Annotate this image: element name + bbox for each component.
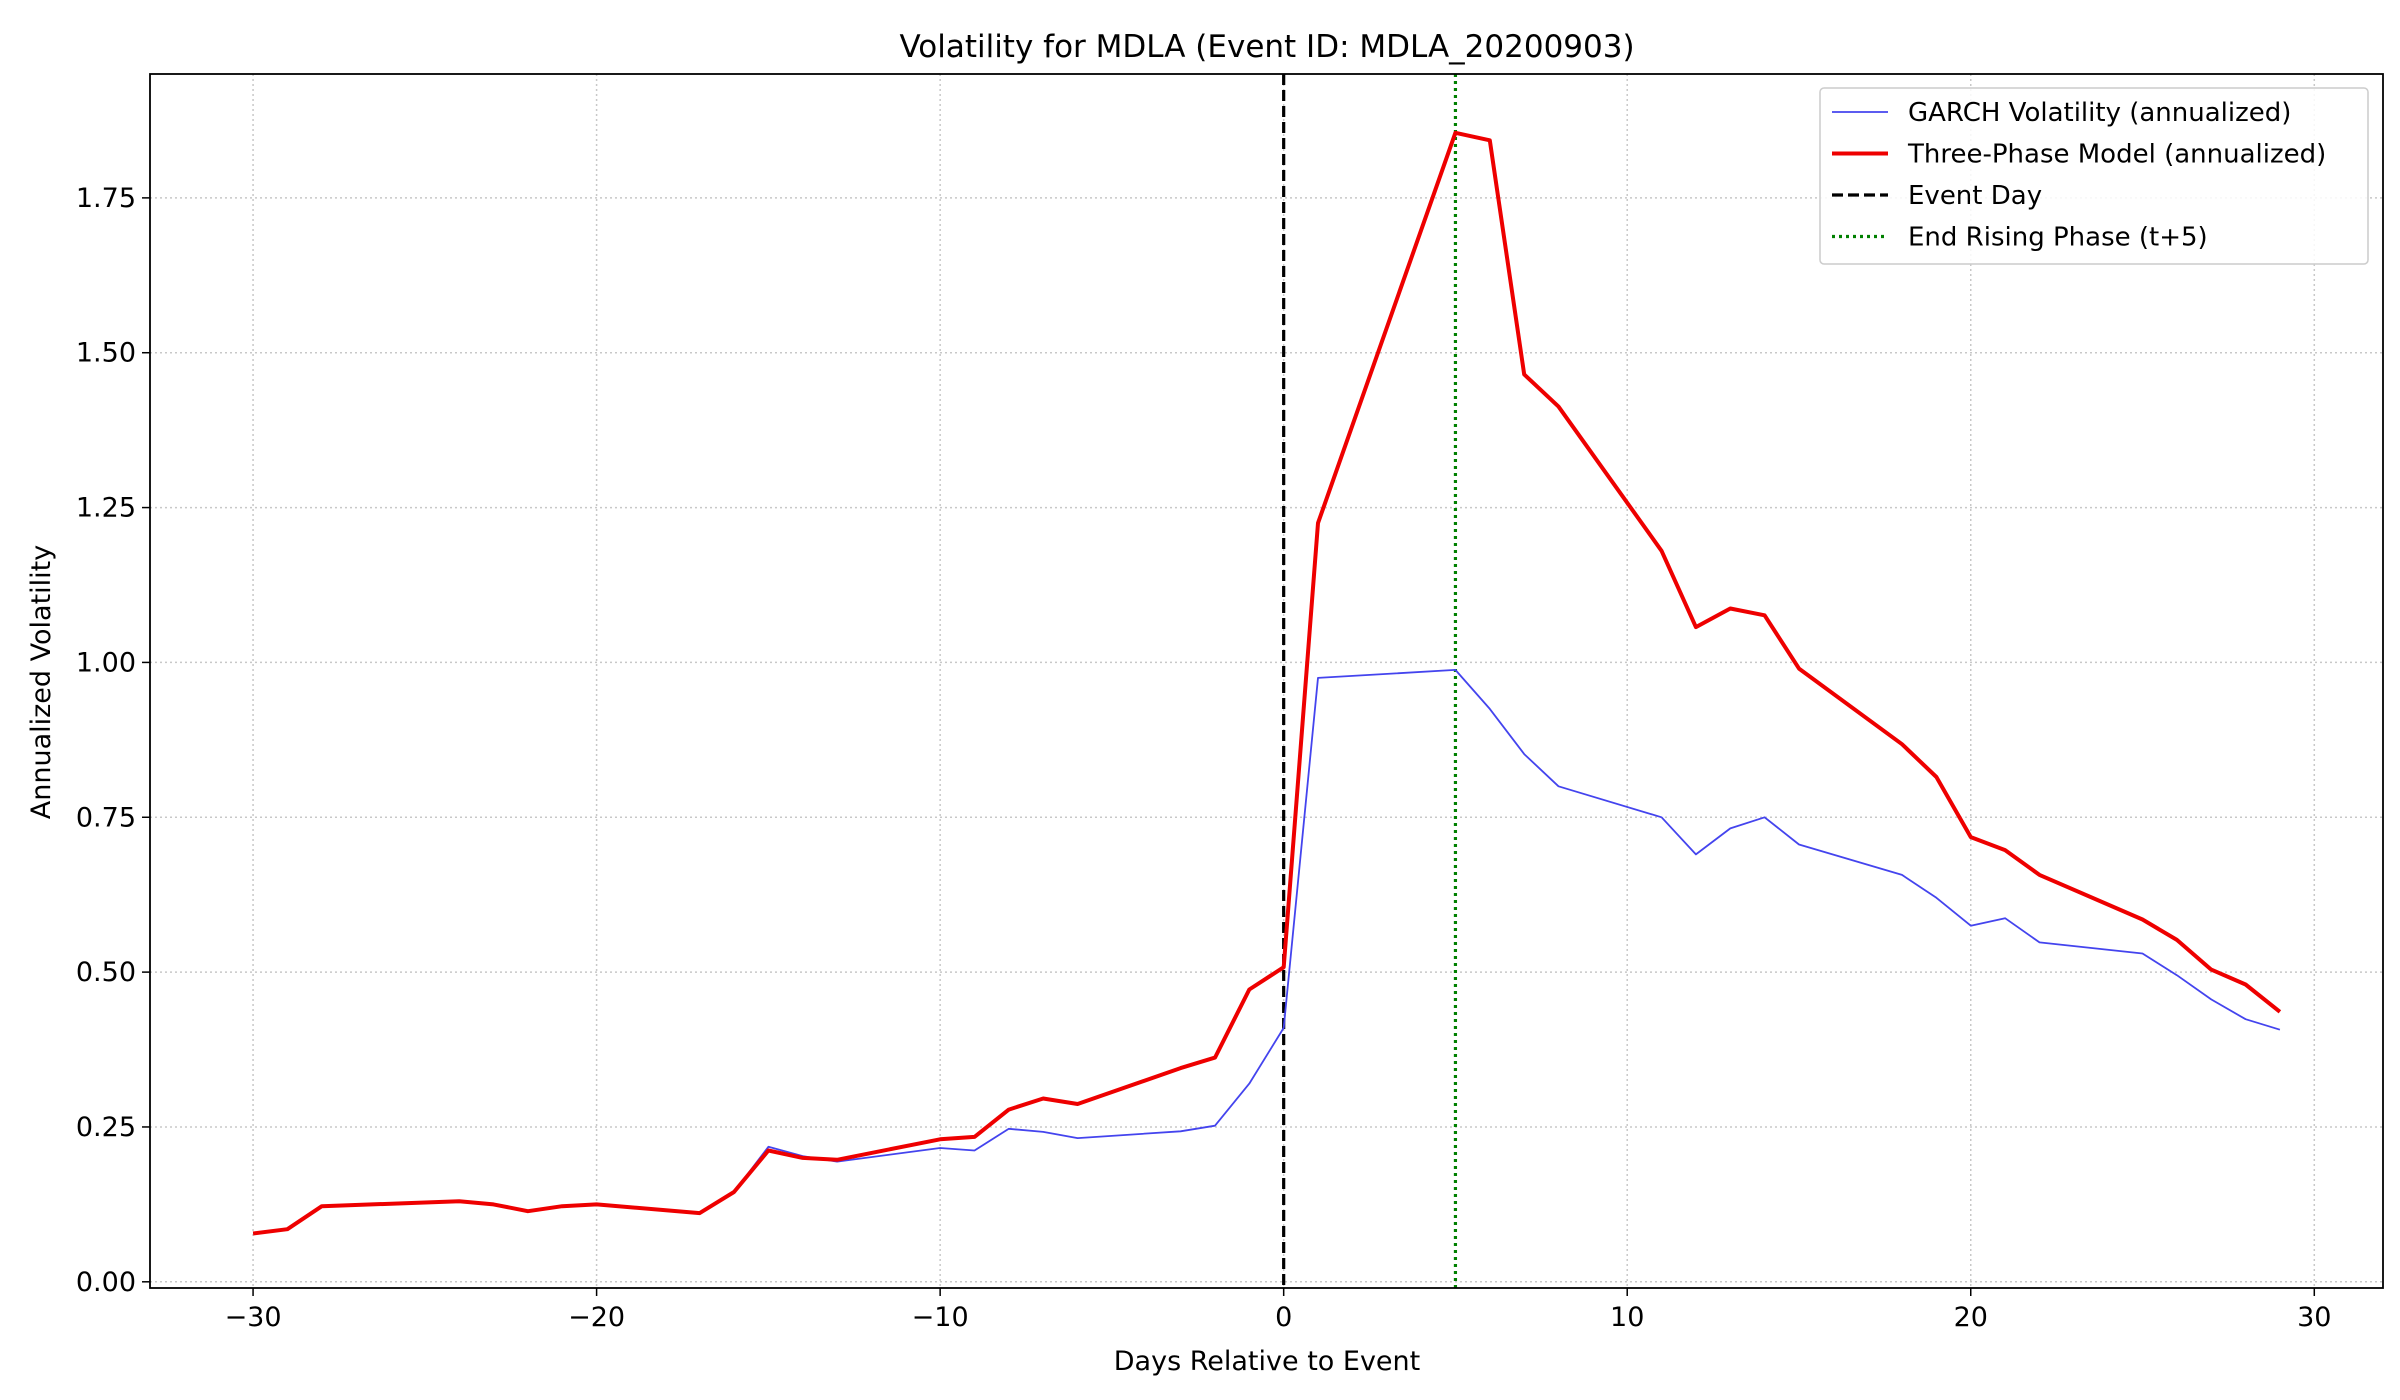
chart-title: Volatility for MDLA (Event ID: MDLA_2020… [899,29,1634,65]
x-tick-label: −20 [568,1302,625,1333]
x-tick-label: 0 [1275,1302,1292,1333]
legend-label: End Rising Phase (t+5) [1908,223,2208,253]
legend-label: GARCH Volatility (annualized) [1908,98,2291,128]
legend-label: Event Day [1908,181,2042,211]
series-lines [252,130,2282,1236]
y-tick-label: 1.75 [76,183,136,214]
reference-lines [1282,74,1458,1288]
y-axis-label: Annualized Volatility [26,545,57,819]
y-tick-label: 1.50 [76,338,136,369]
x-tick-label: −30 [225,1302,282,1333]
legend-box [1819,87,2369,265]
y-tick-label: 0.75 [76,802,136,833]
y-tick-label: 0.50 [76,957,136,988]
series-line-three-phase-model-annualized [252,130,2282,1236]
y-tick-label: 0.00 [76,1267,136,1298]
y-tick-label: 0.25 [76,1112,136,1143]
x-axis-label: Days Relative to Event [1114,1346,1420,1377]
y-tick-label: 1.25 [76,493,136,524]
x-tick-label: 30 [2297,1302,2331,1333]
axis-ticks: −30 −20 −10 0 10 20 30 0.00 0.25 0.50 0.75 1.00 1.25… [76,183,2332,1333]
x-tick-label: 10 [1610,1302,1644,1333]
legend: GARCH Volatility (annualized) Three-Phase… [1819,87,2369,265]
x-tick-label: −10 [912,1302,969,1333]
x-tick-label: 20 [1954,1302,1988,1333]
plot-frame [149,73,2384,1289]
y-tick-label: 1.00 [76,647,136,678]
legend-label: Three-Phase Model (annualized) [1907,140,2326,170]
